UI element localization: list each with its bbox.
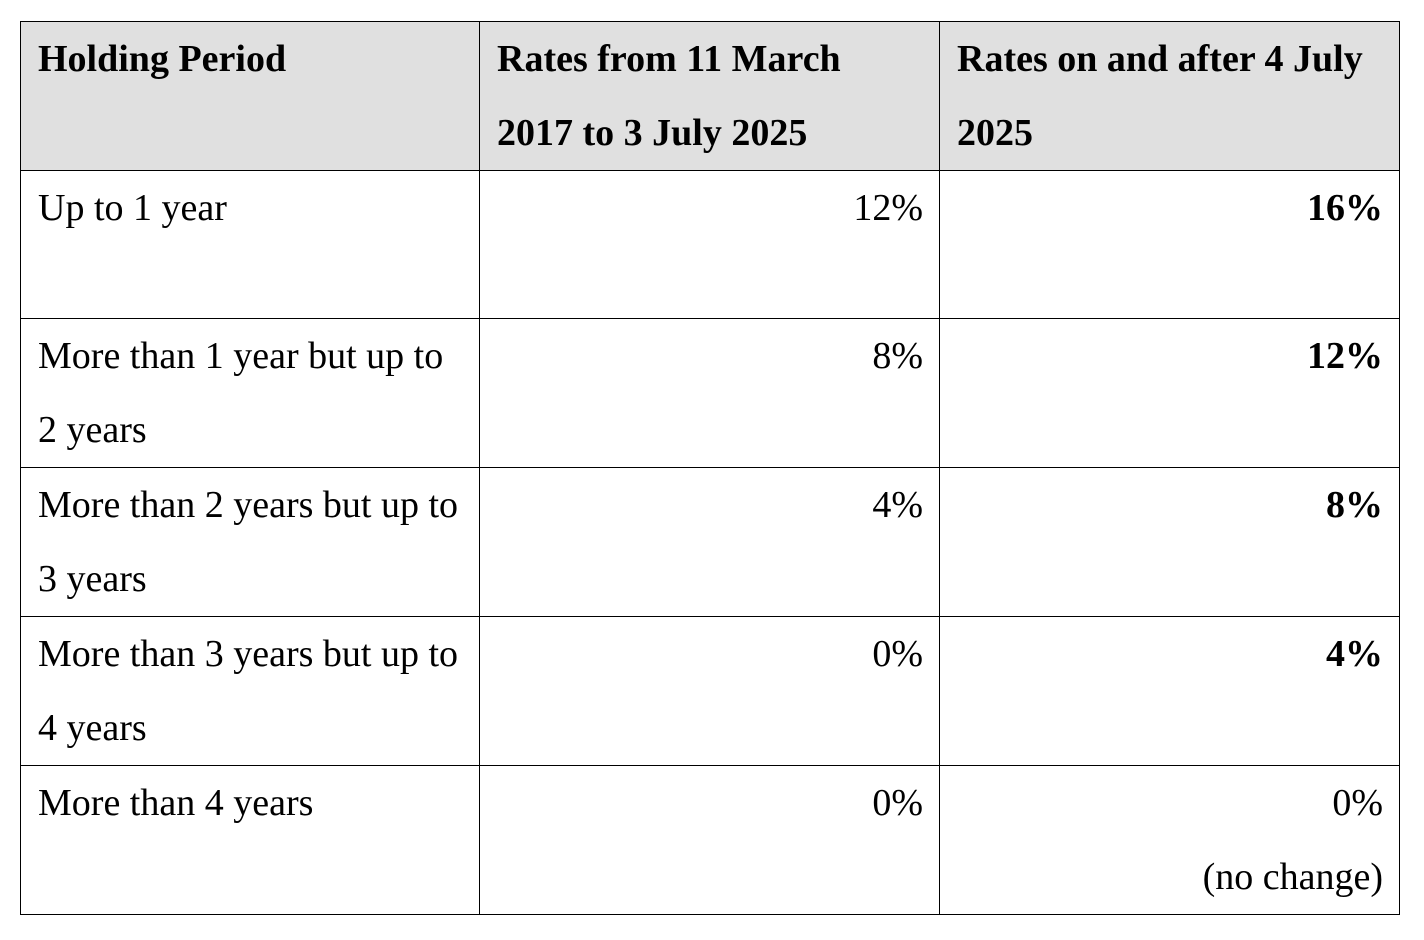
old-rate-cell: 12% <box>479 170 940 319</box>
holding-period-cell: More than 2 years but up to 3 years <box>20 467 480 617</box>
table-row: Up to 1 year 12% 16% <box>20 170 1400 319</box>
holding-period-cell: More than 1 year but up to 2 years <box>20 318 480 468</box>
table-row: More than 3 years but up to 4 years 0% 4… <box>20 616 1400 766</box>
table-row: More than 1 year but up to 2 years 8% 12… <box>20 318 1400 468</box>
new-rate-value: 0% <box>1332 782 1383 824</box>
new-rate-cell: 8% <box>939 467 1400 617</box>
table-row: More than 2 years but up to 3 years 4% 8… <box>20 467 1400 617</box>
table-row: More than 4 years 0% 0% (no change) <box>20 765 1400 915</box>
header-row: Holding Period Rates from 11 March 2017 … <box>20 21 1400 171</box>
holding-period-cell: Up to 1 year <box>20 170 480 319</box>
header-new-rates: Rates on and after 4 July 2025 <box>939 21 1400 171</box>
new-rate-cell: 4% <box>939 616 1400 766</box>
old-rate-cell: 4% <box>479 467 940 617</box>
old-rate-cell: 0% <box>479 765 940 915</box>
old-rate-cell: 0% <box>479 616 940 766</box>
header-old-rates: Rates from 11 March 2017 to 3 July 2025 <box>479 21 940 171</box>
no-change-note: (no change) <box>1202 856 1383 898</box>
old-rate-cell: 8% <box>479 318 940 468</box>
holding-period-cell: More than 4 years <box>20 765 480 915</box>
new-rate-cell: 12% <box>939 318 1400 468</box>
new-rate-cell: 0% (no change) <box>939 765 1400 915</box>
holding-period-cell: More than 3 years but up to 4 years <box>20 616 480 766</box>
header-holding-period: Holding Period <box>20 21 480 171</box>
new-rate-cell: 16% <box>939 170 1400 319</box>
rates-table: Holding Period Rates from 11 March 2017 … <box>20 21 1400 915</box>
